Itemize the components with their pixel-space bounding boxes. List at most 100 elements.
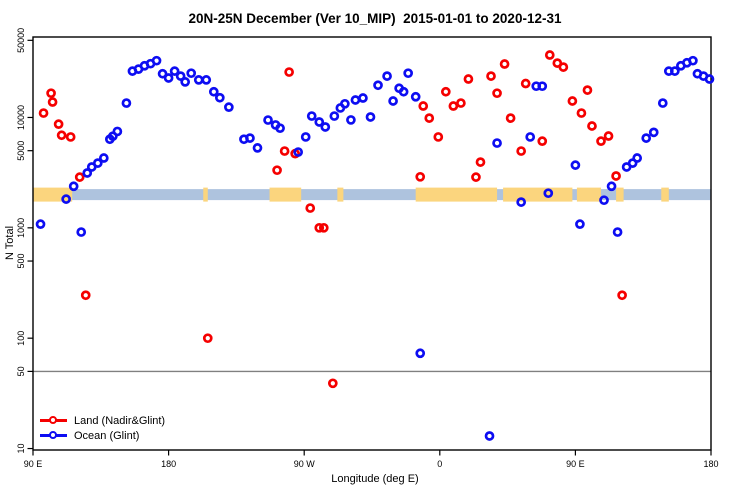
ocean-data-point [704, 74, 715, 84]
x-tick-label: 180 [703, 459, 718, 469]
land-data-point [520, 78, 531, 89]
legend-item-ocean: Ocean (Glint) [40, 428, 165, 443]
ocean-data-point [252, 143, 263, 153]
y-tick-label: 50000 [16, 28, 26, 53]
ocean-data-point [606, 181, 617, 192]
ocean-data-point [193, 75, 204, 85]
ocean-data-point [180, 77, 191, 87]
land-data-point [486, 71, 496, 81]
ocean-data-point [163, 73, 174, 83]
ocean-data-point [657, 98, 668, 108]
ocean-data-point [382, 71, 392, 81]
y-tick-label: 5000 [16, 141, 26, 161]
land-data-point [80, 290, 91, 301]
land-data-point [327, 378, 338, 389]
land-data-point [318, 222, 329, 233]
ocean-data-point [410, 91, 421, 102]
land-data-point [284, 67, 294, 77]
ocean-data-point [612, 227, 623, 237]
ocean-data-point [263, 115, 273, 125]
ocean-data-point [648, 127, 659, 138]
ocean-data-point [214, 92, 225, 103]
ocean-data-point [201, 75, 212, 85]
coast-band-ocean [33, 189, 711, 201]
land-data-point [279, 146, 290, 156]
x-tick-label: 0 [437, 459, 442, 469]
ocean-data-point [350, 95, 361, 105]
land-data-point [576, 108, 587, 118]
ocean-data-point [76, 227, 87, 237]
ocean-data-point [575, 219, 585, 229]
ocean-data-point [688, 55, 698, 66]
land-data-point [492, 88, 502, 99]
ocean-data-point [373, 80, 383, 91]
ocean-data-point [492, 138, 502, 148]
ocean-data-point [61, 194, 71, 204]
y-axis-label: N Total [4, 225, 16, 261]
x-tick-label: 180 [161, 459, 176, 469]
land-data-point [314, 222, 325, 233]
ocean-data-point [82, 168, 93, 178]
ocean-data-point [632, 153, 643, 163]
coast-band-land [576, 187, 602, 202]
coast-band-land [661, 187, 669, 202]
ocean-data-point [169, 66, 180, 76]
legend-label-ocean: Ocean (Glint) [74, 429, 140, 442]
ocean-data-point [314, 117, 325, 127]
land-data-point [463, 74, 474, 84]
land-data-point [418, 101, 429, 111]
ocean-data-point [112, 126, 123, 137]
chart-title: 20N-25N December (Ver 10_MIP) 2015-01-01… [188, 11, 562, 26]
ocean-data-point [68, 181, 79, 192]
coast-band-land [337, 187, 344, 202]
ocean-data-point [121, 98, 132, 108]
ocean-data-point [516, 197, 527, 207]
coast-band-land [203, 187, 208, 202]
ocean-data-point [340, 98, 350, 109]
land-data-point [611, 171, 621, 181]
ocean-data-point [92, 158, 103, 168]
land-data-point [516, 146, 527, 156]
x-axis-label: Longitude (deg E) [331, 473, 419, 485]
ocean-data-point [208, 86, 219, 97]
ocean-data-point [275, 123, 285, 134]
x-tick-label: 90 W [294, 459, 316, 469]
land-data-point [272, 165, 282, 176]
ocean-data-point [151, 55, 162, 66]
ocean-data-point [300, 132, 311, 142]
y-tick-label: 10000 [16, 105, 26, 130]
ocean-data-point [570, 160, 581, 170]
land-data-point [433, 132, 444, 142]
legend-item-land: Land (Nadir&Glint) [40, 413, 165, 428]
ocean-data-point [358, 93, 368, 103]
ocean-data-point [537, 81, 548, 92]
land-data-point [499, 59, 510, 69]
land-data-point [582, 85, 593, 95]
land-data-point [558, 62, 569, 72]
ocean-data-point [98, 153, 109, 163]
land-data-point [65, 132, 76, 142]
land-data-point [440, 86, 451, 97]
land-data-point [46, 88, 56, 99]
land-data-point [475, 157, 486, 167]
land-data-point [596, 136, 606, 147]
y-tick-label: 50 [16, 366, 26, 376]
legend-label-land: Land (Nadir&Glint) [74, 414, 166, 427]
land-data-point [544, 50, 555, 60]
ocean-data-point [320, 122, 331, 132]
ocean-data-point [175, 71, 186, 81]
land-data-point [471, 172, 481, 182]
ocean-data-point [365, 112, 376, 122]
land-data-point [587, 121, 597, 131]
legend: Land (Nadir&Glint) Ocean (Glint) [40, 413, 165, 443]
x-tick-label: 90 E [566, 459, 585, 469]
land-data-point [74, 172, 85, 182]
coast-band-land [415, 187, 498, 202]
land-data-point [617, 290, 627, 301]
ocean-data-point [329, 111, 340, 121]
ocean-data-point [388, 96, 398, 106]
x-tick-label: 90 E [24, 459, 43, 469]
coast-band-land [503, 187, 573, 202]
